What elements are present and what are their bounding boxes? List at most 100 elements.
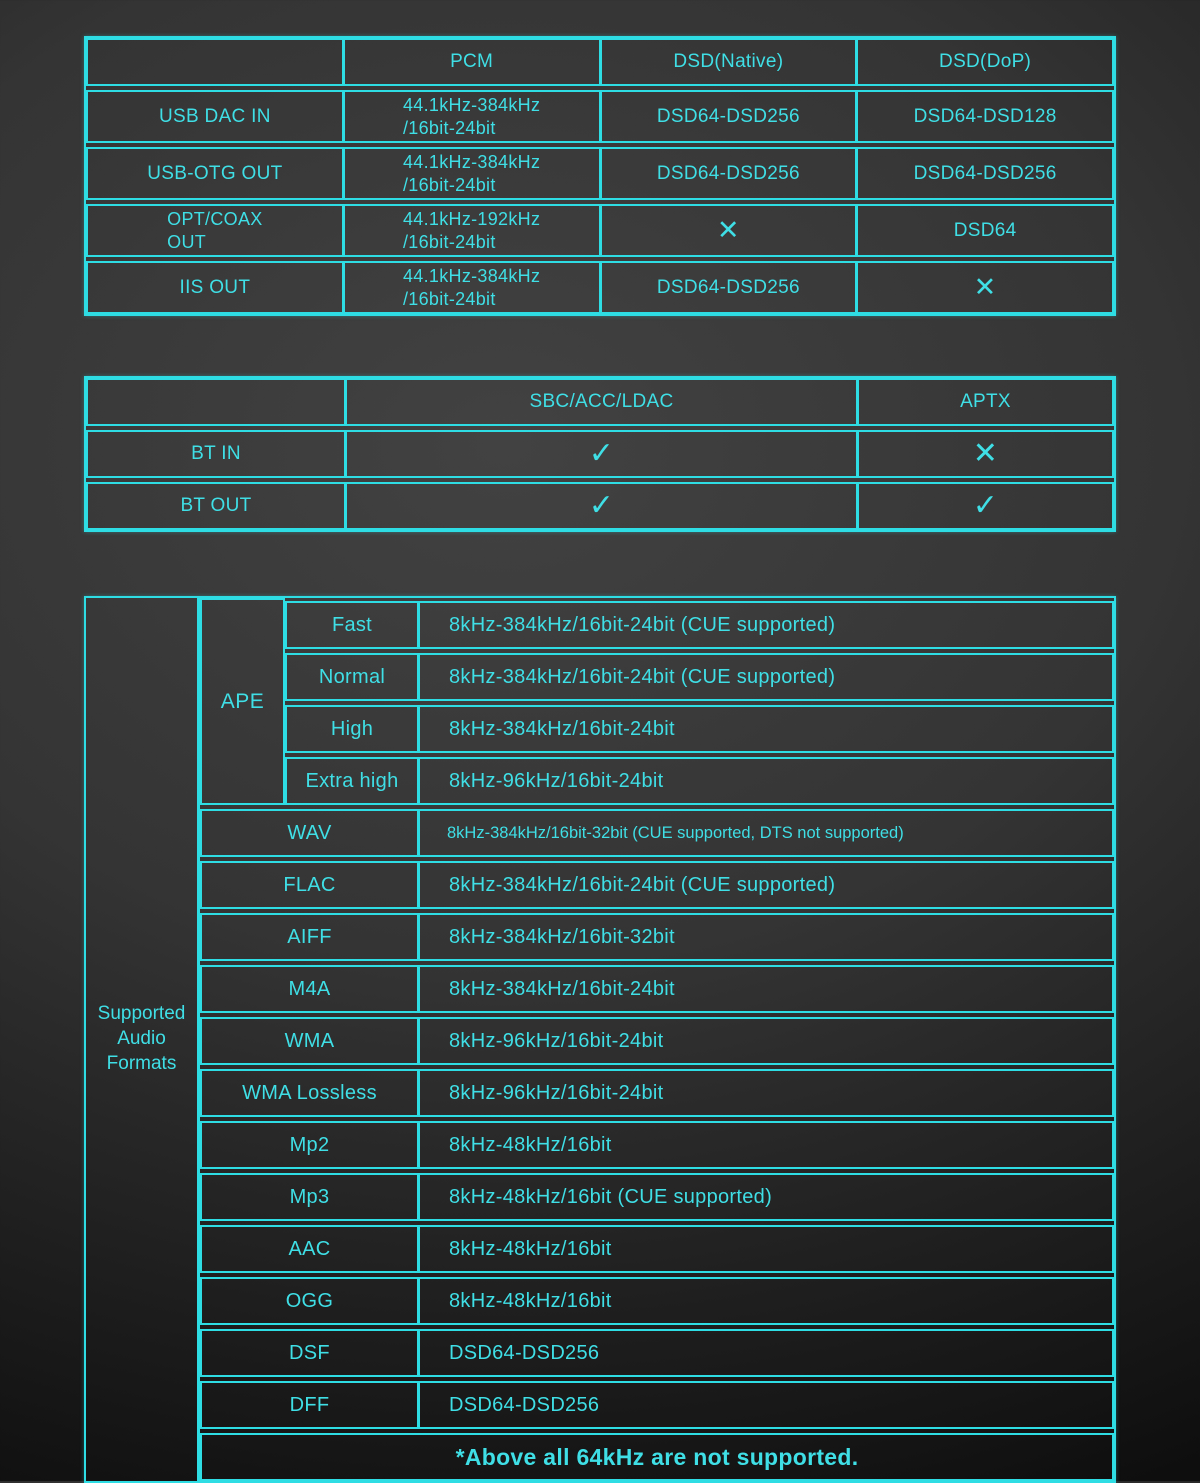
cell-name: DFF (202, 1383, 417, 1427)
cell-name: High (287, 707, 417, 751)
cell-value: 8kHz-48kHz/16bit (417, 1123, 1112, 1167)
cell-value: 8kHz-384kHz/16bit-24bit (CUE supported) (417, 603, 1112, 647)
cell-text: 8kHz-384kHz/16bit-24bit (CUE supported) (449, 613, 836, 636)
cell-text: ✓ (972, 489, 999, 522)
cell-text: *Above all 64kHz are not supported. (455, 1443, 859, 1470)
cell-name: Extra high (287, 759, 417, 803)
cell-value: 8kHz-48kHz/16bit (417, 1227, 1112, 1271)
row-dsf: DSF DSD64-DSD256 (200, 1329, 1114, 1377)
cell-text: DSD64-DSD256 (449, 1393, 600, 1416)
row-bt-in: BT IN ✓ ✕ (86, 430, 1114, 478)
cell-text: 8kHz-384kHz/16bit-24bit (449, 977, 675, 1000)
cell-label: IIS OUT (88, 263, 342, 312)
cell-text: ✓ (588, 489, 615, 522)
cell-name: Mp3 (202, 1175, 417, 1219)
cell-text: APE (220, 689, 265, 713)
cell-text: DSD64-DSD256 (656, 162, 800, 184)
row-ogg: OGG 8kHz-48kHz/16bit (200, 1277, 1114, 1325)
cell-pcm: 44.1kHz-384kHz /16bit-24bit (341, 149, 599, 198)
cell-value: 8kHz-48kHz/16bit (417, 1279, 1112, 1323)
cell-value: 8kHz-384kHz/16bit-32bit (CUE supported, … (417, 811, 1112, 855)
cell-text: 8kHz-384kHz/16bit-32bit (449, 925, 675, 948)
cell-label: USB DAC IN (88, 92, 342, 141)
cell-text: 8kHz-384kHz/16bit-32bit (CUE supported, … (447, 823, 904, 842)
cell-text: 8kHz-48kHz/16bit (449, 1237, 612, 1260)
row-mp2: Mp2 8kHz-48kHz/16bit (200, 1121, 1114, 1169)
cell-text: WAV (287, 821, 332, 844)
cell-dsd-dop: DSD64-DSD256 (855, 149, 1112, 198)
cell-text: OGG (285, 1289, 334, 1312)
cell-text: Supported Audio Formats (97, 1003, 186, 1074)
cell-text: 44.1kHz-384kHz /16bit-24bit (402, 95, 541, 138)
cell-text: DFF (289, 1393, 330, 1416)
row-wma: WMA 8kHz-96kHz/16bit-24bit (200, 1017, 1114, 1065)
cell-text: AAC (288, 1237, 331, 1260)
cell-value: 8kHz-48kHz/16bit (CUE supported) (417, 1175, 1112, 1219)
row-dff: DFF DSD64-DSD256 (200, 1381, 1114, 1429)
cell-text: 8kHz-384kHz/16bit-24bit (CUE supported) (449, 873, 836, 896)
ape-group: APE Fast 8kHz-384kHz/16bit-24bit (CUE su… (200, 598, 1114, 805)
cell-text: Extra high (305, 769, 399, 792)
header-blank-cell (88, 40, 342, 84)
row-opt-coax-out: OPT/COAX OUT 44.1kHz-192kHz /16bit-24bit… (86, 204, 1114, 257)
cell-value: 8kHz-96kHz/16bit-24bit (417, 1019, 1112, 1063)
cell-name: WAV (202, 811, 417, 855)
cell-sbc check-icon: ✓ (344, 484, 856, 528)
cell-text: ✓ (588, 437, 615, 470)
cell-value: 8kHz-384kHz/16bit-24bit (CUE supported) (417, 863, 1112, 907)
cell-text: Normal (318, 665, 386, 688)
cell-text: High (330, 717, 374, 740)
row-usb-dac-in: USB DAC IN 44.1kHz-384kHz /16bit-24bit D… (86, 90, 1114, 143)
cell-value: 8kHz-96kHz/16bit-24bit (417, 759, 1112, 803)
cell-text: DSD(DoP) (939, 51, 1032, 72)
cell-pcm: 44.1kHz-192kHz /16bit-24bit (341, 206, 599, 255)
cell-ape-label: APE (200, 598, 285, 805)
cell-sbc check-icon: ✓ (344, 432, 856, 476)
cell-text: DSD64-DSD256 (656, 105, 800, 127)
row-iis-out: IIS OUT 44.1kHz-384kHz /16bit-24bit DSD6… (86, 261, 1114, 314)
cell-name: WMA (202, 1019, 417, 1063)
cell-text: IIS OUT (179, 276, 251, 298)
cell-text: Fast (331, 613, 373, 636)
cell-text: 8kHz-384kHz/16bit-24bit (449, 717, 675, 740)
row-usb-otg-out: USB-OTG OUT 44.1kHz-384kHz /16bit-24bit … (86, 147, 1114, 200)
row-ape-extra-high: Extra high 8kHz-96kHz/16bit-24bit (285, 757, 1114, 805)
row-footer-note: *Above all 64kHz are not supported. (200, 1433, 1114, 1481)
cell-name: WMA Lossless (202, 1071, 417, 1115)
cell-text: Mp2 (289, 1133, 330, 1156)
header-dsd-dop: DSD(DoP) (855, 40, 1112, 84)
cell-dsd-native: DSD64-DSD256 (598, 92, 856, 141)
ape-subrows: Fast 8kHz-384kHz/16bit-24bit (CUE suppor… (285, 598, 1114, 805)
cell-name: M4A (202, 967, 417, 1011)
supported-formats-table: Supported Audio Formats APE Fast 8kHz-38… (84, 596, 1116, 1483)
cell-text: DSD64-DSD256 (449, 1341, 600, 1364)
cell-pcm: 44.1kHz-384kHz /16bit-24bit (341, 92, 599, 141)
cell-text: BT IN (191, 443, 241, 464)
cell-text: 8kHz-96kHz/16bit-24bit (449, 1081, 664, 1104)
cell-dsd-native: DSD64-DSD256 (598, 263, 856, 312)
cell-text: SBC/ACC/LDAC (529, 391, 674, 412)
formats-body: APE Fast 8kHz-384kHz/16bit-24bit (CUE su… (200, 598, 1114, 1481)
bt-header-row: SBC/ACC/LDAC APTX (86, 378, 1114, 426)
cell-text: DSD64 (953, 219, 1017, 241)
cell-dsd-native: DSD64-DSD256 (598, 149, 856, 198)
cell-aptx cross-icon: ✕ (856, 432, 1112, 476)
row-aac: AAC 8kHz-48kHz/16bit (200, 1225, 1114, 1273)
cell-text: 44.1kHz-384kHz /16bit-24bit (402, 152, 541, 195)
cell-name: OGG (202, 1279, 417, 1323)
cell-text: 8kHz-384kHz/16bit-24bit (CUE supported) (449, 665, 836, 688)
cell-text: DSD64-DSD256 (913, 162, 1057, 184)
bluetooth-codec-table: SBC/ACC/LDAC APTX BT IN ✓ ✕ BT OUT ✓ ✓ (84, 376, 1116, 532)
cell-text: ✕ (973, 272, 997, 302)
cell-name: Normal (287, 655, 417, 699)
header-pcm: PCM (341, 40, 599, 84)
cell-text: 8kHz-96kHz/16bit-24bit (449, 1029, 664, 1052)
row-bt-out: BT OUT ✓ ✓ (86, 482, 1114, 530)
cell-dsd-dop cross-icon: ✕ (855, 263, 1112, 312)
cell-text: USB DAC IN (159, 105, 271, 127)
cell-text: AIFF (287, 925, 332, 948)
header-aptx: APTX (856, 380, 1112, 424)
cell-label: BT OUT (88, 484, 344, 528)
cell-value: DSD64-DSD256 (417, 1383, 1112, 1427)
cell-name: AAC (202, 1227, 417, 1271)
